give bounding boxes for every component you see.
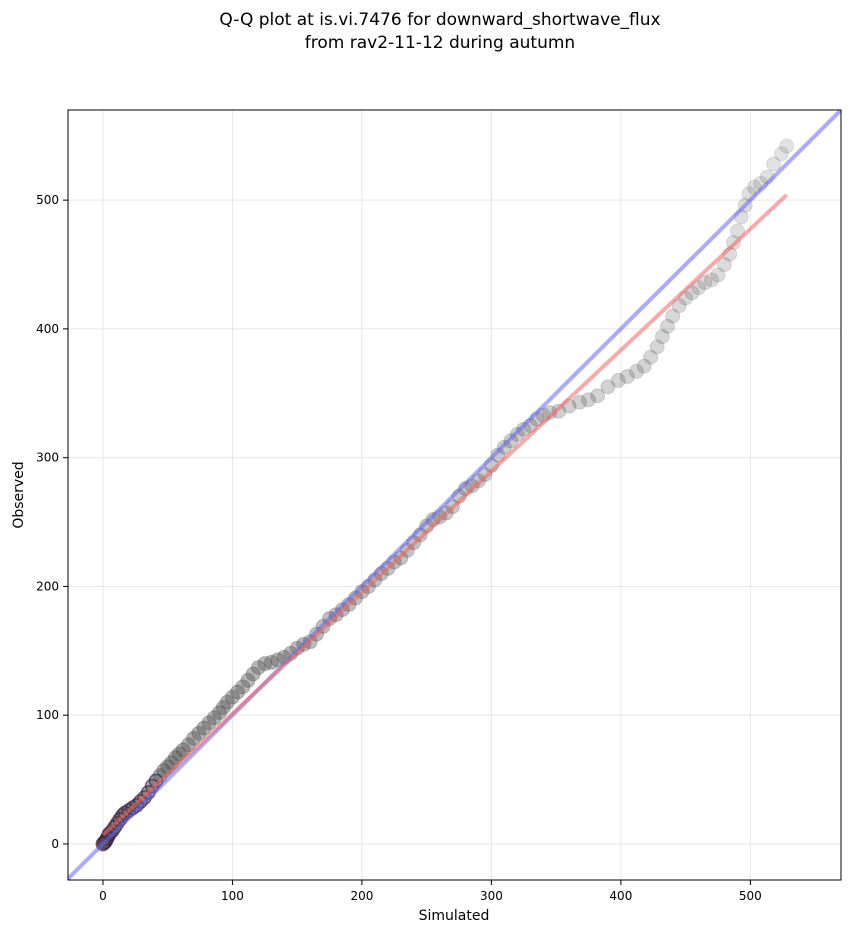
qq-point bbox=[671, 298, 687, 314]
qq-point bbox=[716, 257, 732, 273]
qq-point bbox=[571, 394, 587, 410]
qq-point bbox=[490, 447, 506, 463]
qq-point bbox=[186, 730, 202, 746]
x-tick-label: 200 bbox=[350, 889, 373, 903]
qq-point bbox=[206, 710, 222, 726]
reference-lines bbox=[68, 110, 841, 880]
qq-point bbox=[477, 466, 493, 482]
y-tick-label: 400 bbox=[36, 322, 59, 336]
y-tick-label: 200 bbox=[36, 579, 59, 593]
y-axis-ticks: 0 100 200 300 400 500 bbox=[36, 193, 68, 851]
x-tick-label: 500 bbox=[739, 889, 762, 903]
qq-point bbox=[219, 694, 235, 710]
x-axis-label: Simulated bbox=[419, 908, 490, 924]
qq-point bbox=[551, 403, 567, 419]
qq-point bbox=[610, 372, 626, 388]
qq-point bbox=[665, 308, 681, 324]
qq-point bbox=[211, 705, 227, 721]
y-tick-label: 300 bbox=[36, 451, 59, 465]
qq-point bbox=[643, 349, 659, 365]
qq-point bbox=[263, 654, 279, 670]
x-tick-label: 300 bbox=[480, 889, 503, 903]
qq-point bbox=[240, 672, 256, 688]
qq-point bbox=[230, 684, 246, 700]
qq-point bbox=[224, 689, 240, 705]
qq-point bbox=[270, 652, 286, 668]
qq-point bbox=[628, 363, 644, 379]
qq-point bbox=[215, 699, 231, 715]
qq-point bbox=[600, 379, 616, 395]
qq-point bbox=[691, 280, 707, 296]
y-tick-label: 500 bbox=[36, 193, 59, 207]
qq-point bbox=[697, 275, 713, 291]
x-tick-label: 0 bbox=[99, 889, 107, 903]
qq-point bbox=[257, 656, 273, 672]
plot-frame bbox=[67, 109, 842, 881]
qq-point bbox=[245, 666, 261, 682]
qq-point bbox=[516, 421, 532, 437]
qq-point bbox=[779, 138, 795, 154]
qq-point bbox=[250, 660, 266, 676]
y-tick-label: 0 bbox=[51, 837, 59, 851]
qq-point bbox=[581, 392, 597, 408]
qq-point bbox=[590, 388, 606, 404]
x-tick-label: 400 bbox=[609, 889, 632, 903]
qq-point bbox=[773, 146, 789, 162]
qq-point bbox=[619, 369, 635, 385]
qq-point bbox=[191, 725, 207, 741]
y-axis-label: Observed bbox=[11, 461, 27, 528]
y-tick-label: 100 bbox=[36, 708, 59, 722]
x-axis-ticks: 0 100 200 300 400 500 bbox=[99, 880, 762, 903]
identity-line bbox=[68, 110, 841, 880]
grid bbox=[68, 110, 841, 880]
qq-point bbox=[196, 720, 212, 736]
qq-point bbox=[649, 339, 665, 355]
qq-point bbox=[175, 742, 191, 758]
chart-title-line-1: Q-Q plot at is.vi.7476 for downward_shor… bbox=[219, 10, 660, 30]
regression-line bbox=[101, 193, 788, 837]
qq-point bbox=[659, 318, 675, 334]
qq-point bbox=[766, 156, 782, 172]
qq-point bbox=[201, 715, 217, 731]
x-tick-label: 100 bbox=[221, 889, 244, 903]
qq-point bbox=[636, 358, 652, 374]
qq-point bbox=[704, 272, 720, 288]
chart-title-line-2: from rav2-11-12 during autumn bbox=[305, 33, 575, 53]
qq-point bbox=[235, 679, 251, 695]
qq-point bbox=[654, 329, 670, 345]
qq-point bbox=[710, 267, 726, 283]
qq-point bbox=[180, 737, 196, 753]
qq-point bbox=[729, 223, 745, 239]
